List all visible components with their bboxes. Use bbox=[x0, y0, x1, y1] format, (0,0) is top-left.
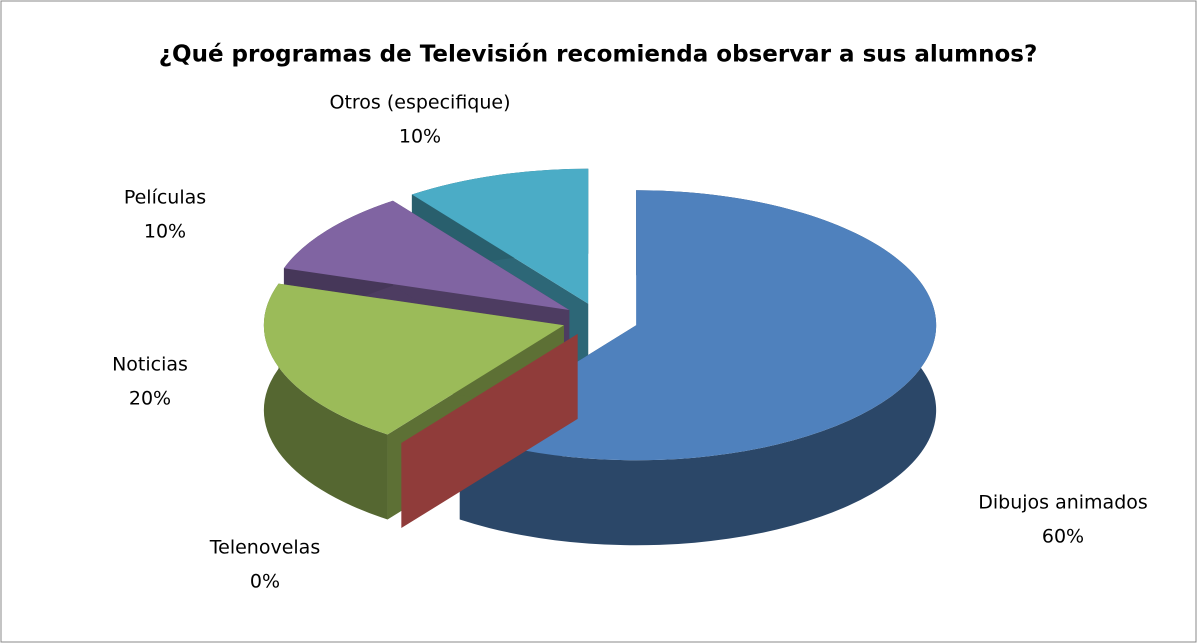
data-label-name: Noticias bbox=[112, 354, 188, 376]
pie-slice bbox=[401, 333, 578, 529]
slice-wall bbox=[401, 333, 578, 529]
data-label-value: 20% bbox=[129, 388, 171, 410]
data-label-name: Películas bbox=[124, 187, 206, 209]
data-label-name: Telenovelas bbox=[209, 537, 320, 559]
data-label-value: 10% bbox=[399, 126, 441, 148]
data-label-name: Dibujos animados bbox=[978, 492, 1148, 514]
slice-top bbox=[459, 190, 937, 461]
chart-title: ¿Qué programas de Televisión recomienda … bbox=[159, 42, 1038, 68]
data-label-value: 0% bbox=[250, 571, 280, 593]
slice-top bbox=[411, 168, 589, 304]
slice-top bbox=[263, 283, 564, 435]
data-label-value: 60% bbox=[1042, 526, 1084, 548]
slice-side bbox=[263, 283, 388, 520]
data-label-name: Otros (especifique) bbox=[329, 92, 510, 114]
data-label-value: 10% bbox=[144, 221, 186, 243]
slice-top bbox=[283, 200, 570, 310]
